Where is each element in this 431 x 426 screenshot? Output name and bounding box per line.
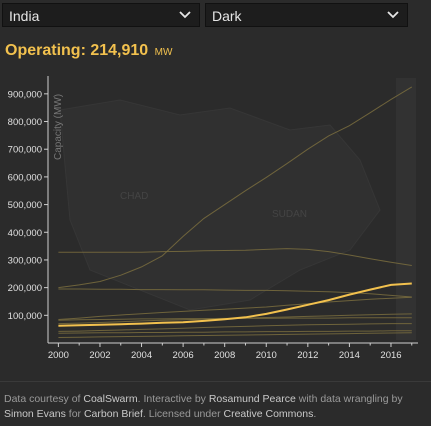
carbon-brief-link[interactable]: Carbon Brief [83, 408, 143, 420]
theme-select[interactable]: Dark [205, 3, 408, 27]
highlight-series-line [58, 282, 412, 327]
footer-text: . Interactive by [137, 393, 209, 405]
x-tick-label: 2004 [131, 350, 152, 361]
footer-text: . Licensed under [142, 408, 224, 420]
series-line [58, 330, 412, 334]
series-line [58, 332, 412, 338]
country-select[interactable]: India [2, 3, 200, 27]
y-tick-label: 800,000 [8, 117, 42, 128]
rosamund-pearce-link[interactable]: Rosamund Pearce [208, 393, 296, 405]
y-tick-label: 500,000 [8, 200, 42, 211]
y-tick-label: 100,000 [8, 311, 42, 322]
series-line [58, 323, 412, 332]
country-select-value: India [9, 8, 40, 24]
series-line [58, 248, 412, 266]
footer-text: for [65, 408, 84, 420]
axes: 100,000 200,000 300,000 400,000 500,000 600,0… [8, 76, 418, 361]
theme-select-value: Dark [212, 8, 242, 24]
x-tick-label: 2006 [173, 350, 194, 361]
capacity-line-chart: CHAD SUDAN 100,000 200,000 300,000 400,000 5… [8, 76, 418, 361]
footer-divider [0, 381, 431, 382]
y-tick-label: 400,000 [8, 228, 42, 239]
attribution: Data courtesy of CoalSwarm. Interactive … [4, 392, 429, 422]
operating-capacity-headline: Operating: 214,910 MW [5, 42, 172, 60]
series-line [58, 296, 412, 320]
footer-text: Data courtesy of [4, 393, 84, 405]
highlight-series [58, 282, 412, 327]
y-tick-label: 300,000 [8, 255, 42, 266]
chevron-down-icon [179, 11, 191, 19]
background-map-layer: CHAD SUDAN [59, 78, 416, 340]
map-label-chad: CHAD [120, 191, 148, 202]
creative-commons-link[interactable]: Creative Commons [223, 408, 314, 420]
headline-value: 214,910 [90, 42, 149, 59]
controls-bar: India Dark [0, 0, 431, 32]
highlight-column [396, 78, 416, 340]
coalswarm-link[interactable]: CoalSwarm [83, 393, 138, 405]
x-tick-label: 2010 [256, 350, 277, 361]
footer-text: . [313, 408, 317, 420]
map-label-sudan: SUDAN [272, 209, 307, 220]
x-tick-label: 2008 [214, 350, 235, 361]
x-tick-label: 2016 [380, 350, 401, 361]
x-tick-label: 2014 [339, 350, 360, 361]
headline-label: Operating: [5, 42, 86, 59]
y-axis-label: Capacity (MW) [53, 94, 64, 160]
x-tick-label: 2000 [48, 350, 69, 361]
y-tick-label: 200,000 [8, 283, 42, 294]
series-line [58, 86, 413, 289]
simon-evans-link[interactable]: Simon Evans [4, 408, 66, 420]
map-outline-shape [59, 99, 381, 311]
headline-unit: MW [154, 47, 173, 58]
chevron-down-icon [387, 11, 399, 19]
x-tick-label: 2002 [89, 350, 110, 361]
y-tick-label: 700,000 [8, 145, 42, 156]
footer-text: with data wrangling by [295, 393, 403, 405]
y-tick-label: 600,000 [8, 172, 42, 183]
y-tick-label: 900,000 [8, 89, 42, 100]
x-tick-label: 2012 [297, 350, 318, 361]
